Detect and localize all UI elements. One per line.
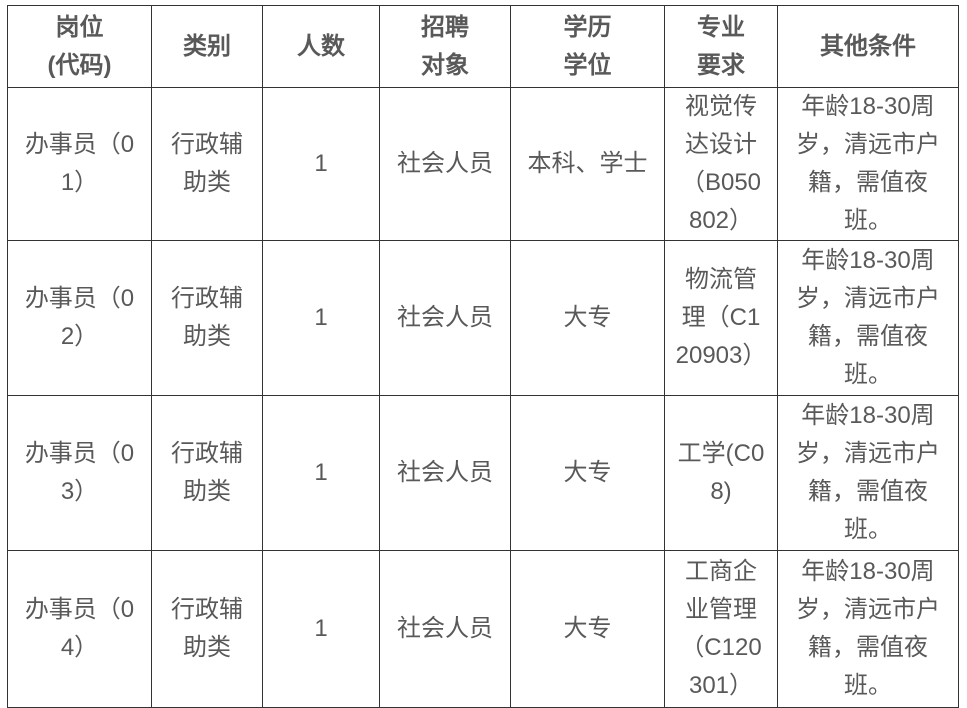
cell-position: 办事员（04） bbox=[7, 550, 152, 708]
cell-count: 1 bbox=[262, 240, 380, 396]
table-row: 办事员（03） 行政辅助类 1 社会人员 大专 工学(C08) 年龄18-30周… bbox=[7, 395, 959, 551]
cell-major: 工商企业管理（C120301） bbox=[664, 550, 778, 708]
cell-position: 办事员（02） bbox=[7, 240, 152, 396]
cell-other: 年龄18-30周岁，清远市户籍，需值夜班。 bbox=[777, 395, 959, 551]
cell-other: 年龄18-30周岁，清远市户籍，需值夜班。 bbox=[777, 240, 959, 396]
header-cell-target: 招聘 对象 bbox=[379, 5, 511, 88]
header-row: 岗位 (代码) 类别 人数 招聘 对象 学历 学位 专业 要求 其他条件 bbox=[7, 5, 959, 88]
header-cell-education: 学历 学位 bbox=[510, 5, 665, 88]
cell-major: 物流管理（C120903） bbox=[664, 240, 778, 396]
header-cell-position: 岗位 (代码) bbox=[7, 5, 152, 88]
cell-category: 行政辅助类 bbox=[151, 240, 263, 396]
cell-target: 社会人员 bbox=[379, 550, 511, 708]
cell-education: 大专 bbox=[510, 550, 665, 708]
header-cell-other: 其他条件 bbox=[777, 5, 959, 88]
cell-position: 办事员（03） bbox=[7, 395, 152, 551]
table-row: 办事员（01） 行政辅助类 1 社会人员 本科、学士 视觉传达设计（B05080… bbox=[7, 87, 959, 241]
cell-major: 视觉传达设计（B050802） bbox=[664, 87, 778, 241]
cell-other: 年龄18-30周岁，清远市户籍，需值夜班。 bbox=[777, 87, 959, 241]
cell-education: 本科、学士 bbox=[510, 87, 665, 241]
table-header: 岗位 (代码) 类别 人数 招聘 对象 学历 学位 专业 要求 其他条件 bbox=[7, 5, 959, 88]
cell-count: 1 bbox=[262, 87, 380, 241]
cell-target: 社会人员 bbox=[379, 395, 511, 551]
cell-target: 社会人员 bbox=[379, 240, 511, 396]
cell-target: 社会人员 bbox=[379, 87, 511, 241]
cell-education: 大专 bbox=[510, 240, 665, 396]
cell-education: 大专 bbox=[510, 395, 665, 551]
header-cell-category: 类别 bbox=[151, 5, 263, 88]
recruitment-table: 岗位 (代码) 类别 人数 招聘 对象 学历 学位 专业 要求 其他条件 办事员… bbox=[7, 5, 959, 708]
cell-other: 年龄18-30周岁，清远市户籍，需值夜班。 bbox=[777, 550, 959, 708]
table-body: 办事员（01） 行政辅助类 1 社会人员 本科、学士 视觉传达设计（B05080… bbox=[7, 87, 959, 708]
cell-position: 办事员（01） bbox=[7, 87, 152, 241]
cell-category: 行政辅助类 bbox=[151, 550, 263, 708]
header-cell-major: 专业 要求 bbox=[664, 5, 778, 88]
table-row: 办事员（02） 行政辅助类 1 社会人员 大专 物流管理（C120903） 年龄… bbox=[7, 240, 959, 396]
header-cell-count: 人数 bbox=[262, 5, 380, 88]
cell-count: 1 bbox=[262, 395, 380, 551]
table-row: 办事员（04） 行政辅助类 1 社会人员 大专 工商企业管理（C120301） … bbox=[7, 550, 959, 708]
cell-count: 1 bbox=[262, 550, 380, 708]
cell-category: 行政辅助类 bbox=[151, 395, 263, 551]
cell-category: 行政辅助类 bbox=[151, 87, 263, 241]
cell-major: 工学(C08) bbox=[664, 395, 778, 551]
